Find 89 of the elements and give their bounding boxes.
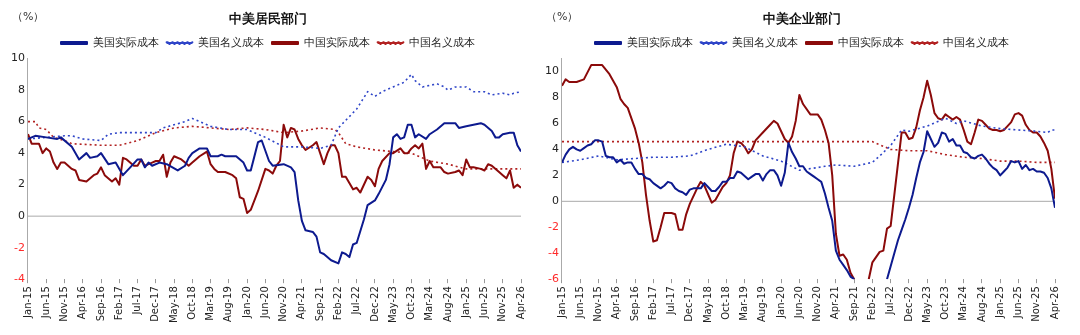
x-tick-label: Apr-21	[829, 286, 841, 320]
x-tick-label: Dec-17	[149, 286, 161, 322]
x-tick-label: Nov-25	[496, 286, 508, 322]
x-tick-label: Sep-21	[313, 286, 325, 322]
x-tick-label: Mar-19	[738, 286, 750, 321]
y-tick-label: 10	[545, 64, 559, 78]
y-tick-label: 4	[18, 145, 25, 159]
y-tick-label: 0	[552, 194, 559, 208]
y-axis-title: （%）	[546, 10, 579, 24]
legend-label: 中国实际成本	[303, 35, 370, 49]
x-tick-label: Apr-26	[514, 286, 526, 320]
x-tick-label: Apr-16	[610, 286, 622, 320]
x-tick-label: Feb-17	[112, 286, 124, 321]
y-tick-label: 4	[552, 142, 559, 156]
x-tick-label: Aug-24	[441, 286, 453, 323]
x-tick-label: Apr-16	[76, 286, 88, 320]
x-tick-label: Jul-17	[131, 286, 143, 316]
chart-title: 中美居民部门	[229, 11, 307, 27]
y-axis-title: （%）	[12, 10, 45, 24]
y-tick-label: 8	[18, 82, 25, 96]
x-tick-label: Jan-25	[993, 286, 1005, 319]
y-tick-label: -4	[548, 246, 559, 260]
legend-label: 美国名义成本	[198, 35, 264, 49]
x-tick-label: Oct-18	[185, 286, 197, 320]
x-tick-label: Aug-19	[222, 286, 234, 323]
y-tick-label: -6	[548, 272, 559, 286]
x-tick-label: Apr-21	[295, 286, 307, 320]
x-tick-label: Oct-23	[939, 286, 951, 320]
x-tick-label: Nov-25	[1030, 286, 1042, 322]
x-tick-label: Jan-20	[240, 286, 252, 319]
line-series	[562, 117, 1055, 171]
x-tick-label: Jun-15	[573, 286, 585, 320]
legend-label: 美国实际成本	[626, 35, 693, 49]
y-tick-label: -2	[14, 240, 25, 254]
y-tick-label: -4	[14, 272, 25, 286]
x-tick-label: Aug-19	[756, 286, 768, 323]
x-tick-label: Feb-22	[332, 286, 343, 321]
x-tick-label: Jul-22	[884, 286, 896, 316]
x-tick-label: Oct-18	[719, 286, 731, 320]
x-tick-label: Jan-15	[555, 286, 567, 319]
x-tick-label: Jun-20	[792, 286, 804, 320]
x-tick-label: Mar-24	[957, 286, 969, 321]
x-tick-label: Jun-25	[478, 286, 490, 320]
chart-title: 中美企业部门	[763, 11, 841, 27]
x-tick-label: Sep-16	[628, 286, 640, 322]
y-tick-label: 6	[552, 116, 559, 130]
x-tick-label: Mar-24	[423, 286, 435, 321]
line-series	[28, 120, 521, 170]
x-tick-label: Apr-26	[1048, 286, 1060, 320]
x-tick-label: May-18	[167, 286, 179, 324]
x-tick-label: Mar-19	[204, 286, 216, 321]
x-tick-label: Jan-20	[774, 286, 786, 319]
x-tick-label: Sep-16	[94, 286, 106, 322]
legend-label: 美国实际成本	[92, 35, 159, 49]
x-tick-label: Jun-25	[1012, 286, 1024, 320]
y-tick-label: 6	[18, 114, 25, 128]
x-tick-label: Jan-25	[459, 286, 471, 319]
line-series	[28, 73, 521, 150]
x-tick-label: Jun-20	[258, 286, 270, 320]
y-tick-label: 10	[11, 51, 25, 65]
legend-label: 中国名义成本	[409, 35, 475, 49]
x-tick-label: Jul-22	[350, 286, 362, 316]
x-tick-label: Oct-23	[405, 286, 417, 320]
x-tick-label: Jun-15	[39, 286, 51, 320]
x-tick-label: Nov-20	[277, 286, 289, 322]
x-tick-label: May-23	[920, 286, 932, 324]
x-tick-label: Dec-22	[368, 286, 380, 322]
x-tick-label: Jan-15	[21, 286, 33, 319]
y-tick-label: 2	[18, 177, 25, 191]
legend-label: 美国名义成本	[732, 35, 798, 49]
y-tick-label: 0	[18, 209, 25, 223]
x-tick-label: Feb-22	[866, 286, 877, 321]
legend-label: 中国实际成本	[837, 35, 904, 49]
x-tick-label: Dec-22	[902, 286, 914, 322]
x-tick-label: Nov-15	[592, 286, 604, 322]
x-tick-label: May-23	[386, 286, 398, 324]
line-series	[562, 140, 1055, 164]
legend-label: 中国名义成本	[943, 35, 1009, 49]
x-tick-label: Sep-21	[847, 286, 859, 322]
y-tick-label: 8	[552, 90, 559, 104]
x-tick-label: May-18	[701, 286, 713, 324]
x-tick-label: Dec-17	[683, 286, 695, 322]
x-tick-label: Nov-20	[811, 286, 823, 322]
x-tick-label: Feb-17	[646, 286, 658, 321]
x-tick-label: Jul-17	[665, 286, 677, 316]
y-tick-label: -2	[548, 220, 559, 234]
x-tick-label: Aug-24	[975, 286, 987, 323]
x-tick-label: Nov-15	[58, 286, 70, 322]
y-tick-label: 2	[552, 168, 559, 182]
